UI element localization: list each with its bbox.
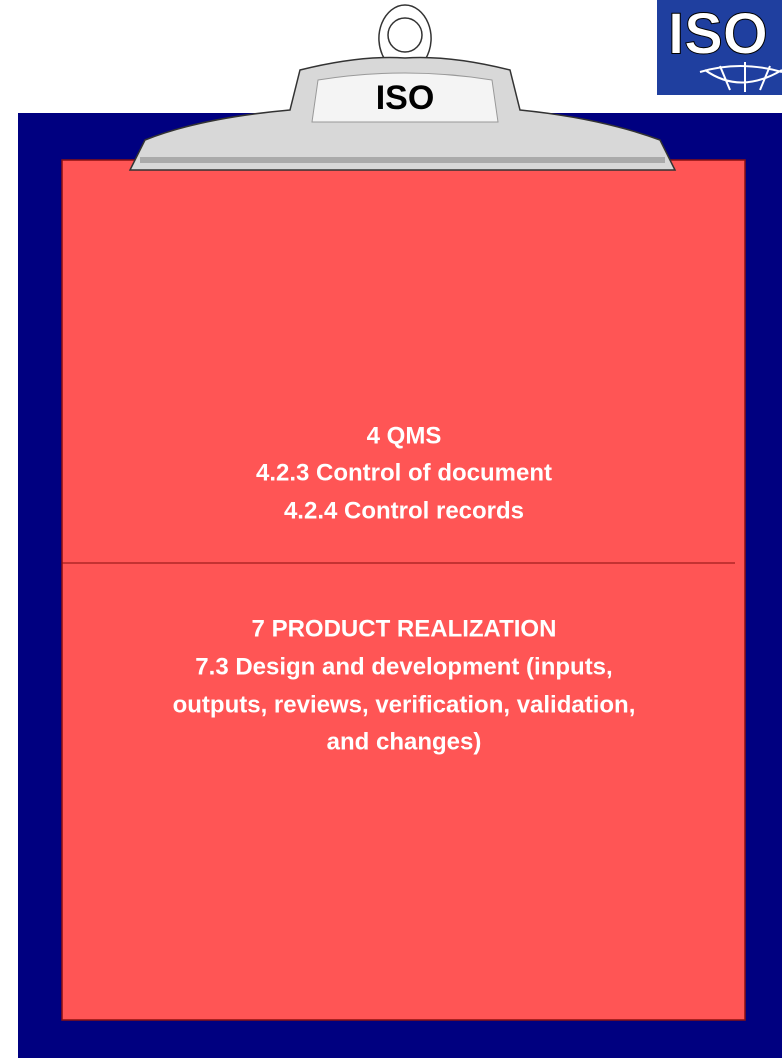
section-line: 7.3 Design and development (inputs, [195, 653, 612, 680]
section-line: and changes) [327, 728, 482, 755]
clip-plate [311, 72, 499, 123]
section-line: outputs, reviews, verification, validati… [173, 691, 636, 718]
clip: ISO [128, 4, 677, 171]
iso-logo: ISO [657, 0, 782, 95]
section-line: 4.2.3 Control of document [256, 459, 552, 486]
section-line: 7 PRODUCT REALIZATION [252, 615, 557, 642]
clip-hole [387, 17, 423, 53]
section-line: 4.2.4 Control records [284, 497, 524, 524]
logo-text: ISO [668, 1, 768, 66]
logo-globe [699, 62, 782, 92]
clip-label: ISO [376, 79, 435, 117]
panel [61, 159, 746, 1021]
section-line: 4 QMS [367, 422, 442, 449]
